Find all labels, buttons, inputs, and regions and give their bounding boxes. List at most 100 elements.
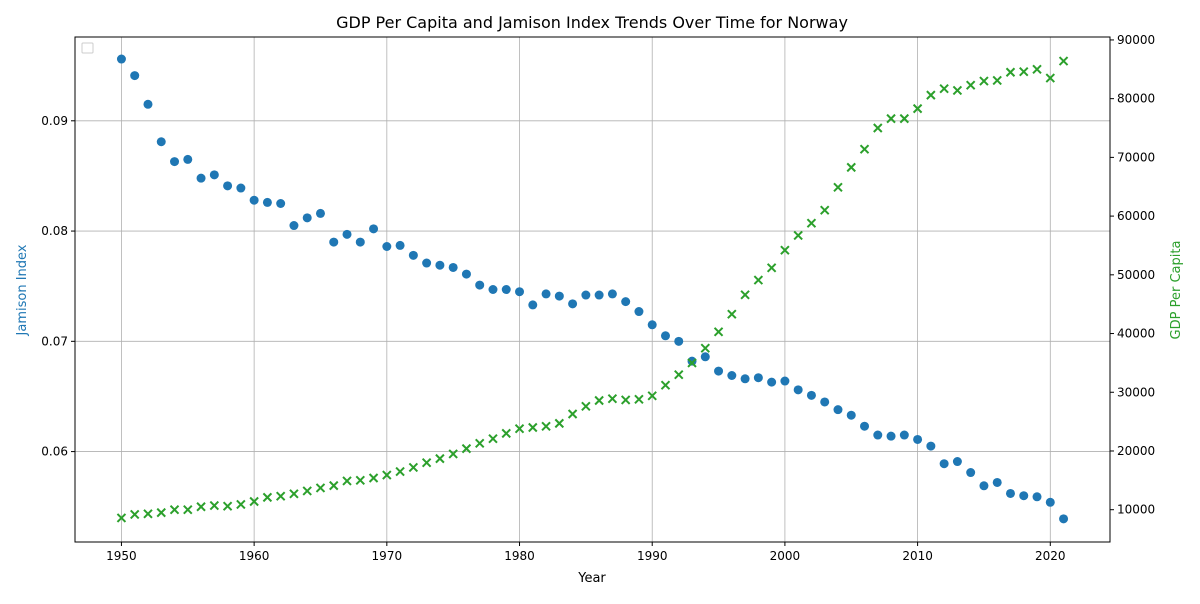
jamison-index-point xyxy=(767,377,777,387)
jamison-index-point xyxy=(382,241,392,251)
jamison-index-point xyxy=(873,430,883,440)
x-tick-label: 2000 xyxy=(770,549,801,563)
gdp-per-capita-point xyxy=(939,83,949,94)
gdp-per-capita-point xyxy=(1032,64,1042,75)
gdp-per-capita-point xyxy=(130,509,140,520)
y-axis-right-label: GDP Per Capita xyxy=(1169,241,1184,340)
gdp-per-capita-point xyxy=(594,395,604,406)
gdp-per-capita-point xyxy=(289,489,299,499)
y-left-tick-label: 0.07 xyxy=(41,334,68,348)
gdp-per-capita-point xyxy=(342,476,352,486)
y-left-tick-label: 0.06 xyxy=(41,445,68,459)
jamison-index-point xyxy=(170,157,180,167)
gdp-per-capita-point xyxy=(329,480,339,491)
jamison-index-point xyxy=(700,352,710,362)
gdp-per-capita-point xyxy=(302,486,312,496)
jamison-index-point xyxy=(979,481,989,491)
jamison-index-point xyxy=(315,208,325,218)
gdp-per-capita-point xyxy=(820,205,830,215)
gdp-per-capita-point xyxy=(833,182,843,193)
jamison-index-point xyxy=(554,291,564,301)
jamison-index-point xyxy=(408,250,418,260)
y-left-tick-label: 0.08 xyxy=(41,224,68,238)
jamison-index-point xyxy=(422,258,432,268)
gdp-per-capita-point xyxy=(514,423,525,434)
gdp-per-capita-point xyxy=(793,230,803,241)
y-axis-left-label: Jamison Index xyxy=(15,244,30,336)
jamison-index-point xyxy=(528,300,538,310)
jamison-index-point xyxy=(727,371,737,381)
jamison-index-point xyxy=(1019,491,1029,501)
gdp-per-capita-point xyxy=(448,449,458,459)
gdp-per-capita-point xyxy=(700,343,710,353)
gdp-per-capita-point xyxy=(156,507,166,518)
jamison-index-point xyxy=(369,224,379,234)
jamison-index-point xyxy=(1032,492,1042,502)
gdp-per-capita-point xyxy=(249,496,259,507)
gdp-per-capita-point xyxy=(806,218,817,228)
gdp-per-capita-point xyxy=(766,263,777,273)
gdp-per-capita-point xyxy=(209,500,220,511)
jamison-index-point xyxy=(687,356,697,366)
gdp-per-capita-point xyxy=(727,309,737,319)
jamison-index-point xyxy=(156,137,166,147)
gdp-per-capita-point xyxy=(647,391,657,401)
gdp-per-capita-point xyxy=(899,113,910,124)
jamison-index-point xyxy=(236,183,246,193)
gdp-per-capita-point xyxy=(236,499,246,510)
gdp-per-capita-point xyxy=(461,443,472,454)
y-right-tick-label: 50000 xyxy=(1117,268,1155,282)
gdp-per-capita-point xyxy=(421,458,432,468)
jamison-index-point xyxy=(833,405,843,415)
jamison-index-point xyxy=(183,154,193,164)
jamison-index-point xyxy=(753,373,763,383)
jamison-index-point xyxy=(740,374,750,384)
gdp-per-capita-point xyxy=(620,395,631,405)
y-right-tick-label: 10000 xyxy=(1117,503,1155,517)
jamison-index-point xyxy=(302,213,312,223)
jamison-index-point xyxy=(1005,488,1015,498)
y-right-tick-label: 20000 xyxy=(1117,444,1155,458)
gdp-per-capita-point xyxy=(435,453,445,464)
jamison-index-point xyxy=(130,71,140,81)
gdp-per-capita-point xyxy=(528,422,538,433)
jamison-index-point xyxy=(939,459,949,469)
jamison-index-point xyxy=(488,285,498,294)
y-right-tick-label: 70000 xyxy=(1117,150,1155,164)
gdp-per-capita-point xyxy=(196,502,206,512)
gdp-per-capita-point xyxy=(713,327,724,337)
gdp-per-capita-point xyxy=(873,123,883,133)
jamison-index-point xyxy=(634,307,644,317)
gdp-per-capita-point xyxy=(355,475,365,486)
jamison-index-point xyxy=(992,477,1002,487)
gdp-per-capita-point xyxy=(660,380,671,390)
gdp-per-capita-point xyxy=(1005,67,1016,77)
jamison-index-point xyxy=(581,290,591,300)
jamison-index-point xyxy=(289,221,299,231)
jamison-index-point xyxy=(196,173,206,183)
gdp-per-capita-point xyxy=(607,394,618,404)
gdp-per-capita-point xyxy=(541,421,551,432)
gdp-per-capita-point xyxy=(368,473,379,483)
gdp-per-capita-point xyxy=(183,504,193,515)
jamison-index-point xyxy=(926,441,936,451)
y-right-tick-label: 30000 xyxy=(1117,385,1155,399)
jamison-index-point xyxy=(793,385,803,395)
x-tick-label: 2010 xyxy=(902,549,933,563)
gdp-per-capita-point xyxy=(1045,73,1055,83)
jamison-index-point xyxy=(448,262,458,272)
x-tick-label: 1990 xyxy=(637,549,668,563)
y-right-tick-label: 80000 xyxy=(1117,92,1155,106)
y-right-tick-label: 90000 xyxy=(1117,33,1155,47)
gdp-per-capita-point xyxy=(169,504,180,515)
gdp-per-capita-point xyxy=(501,428,511,439)
y-right-tick-label: 40000 xyxy=(1117,327,1155,341)
gdp-per-capita-point xyxy=(1019,66,1029,77)
jamison-index-point xyxy=(223,181,233,191)
gdp-per-capita-point xyxy=(965,80,976,90)
gdp-per-capita-point xyxy=(740,290,750,300)
gdp-per-capita-point xyxy=(554,418,565,429)
gdp-per-capita-point xyxy=(1058,56,1069,66)
gdp-per-capita-point xyxy=(275,491,286,501)
legend-box xyxy=(81,42,94,54)
